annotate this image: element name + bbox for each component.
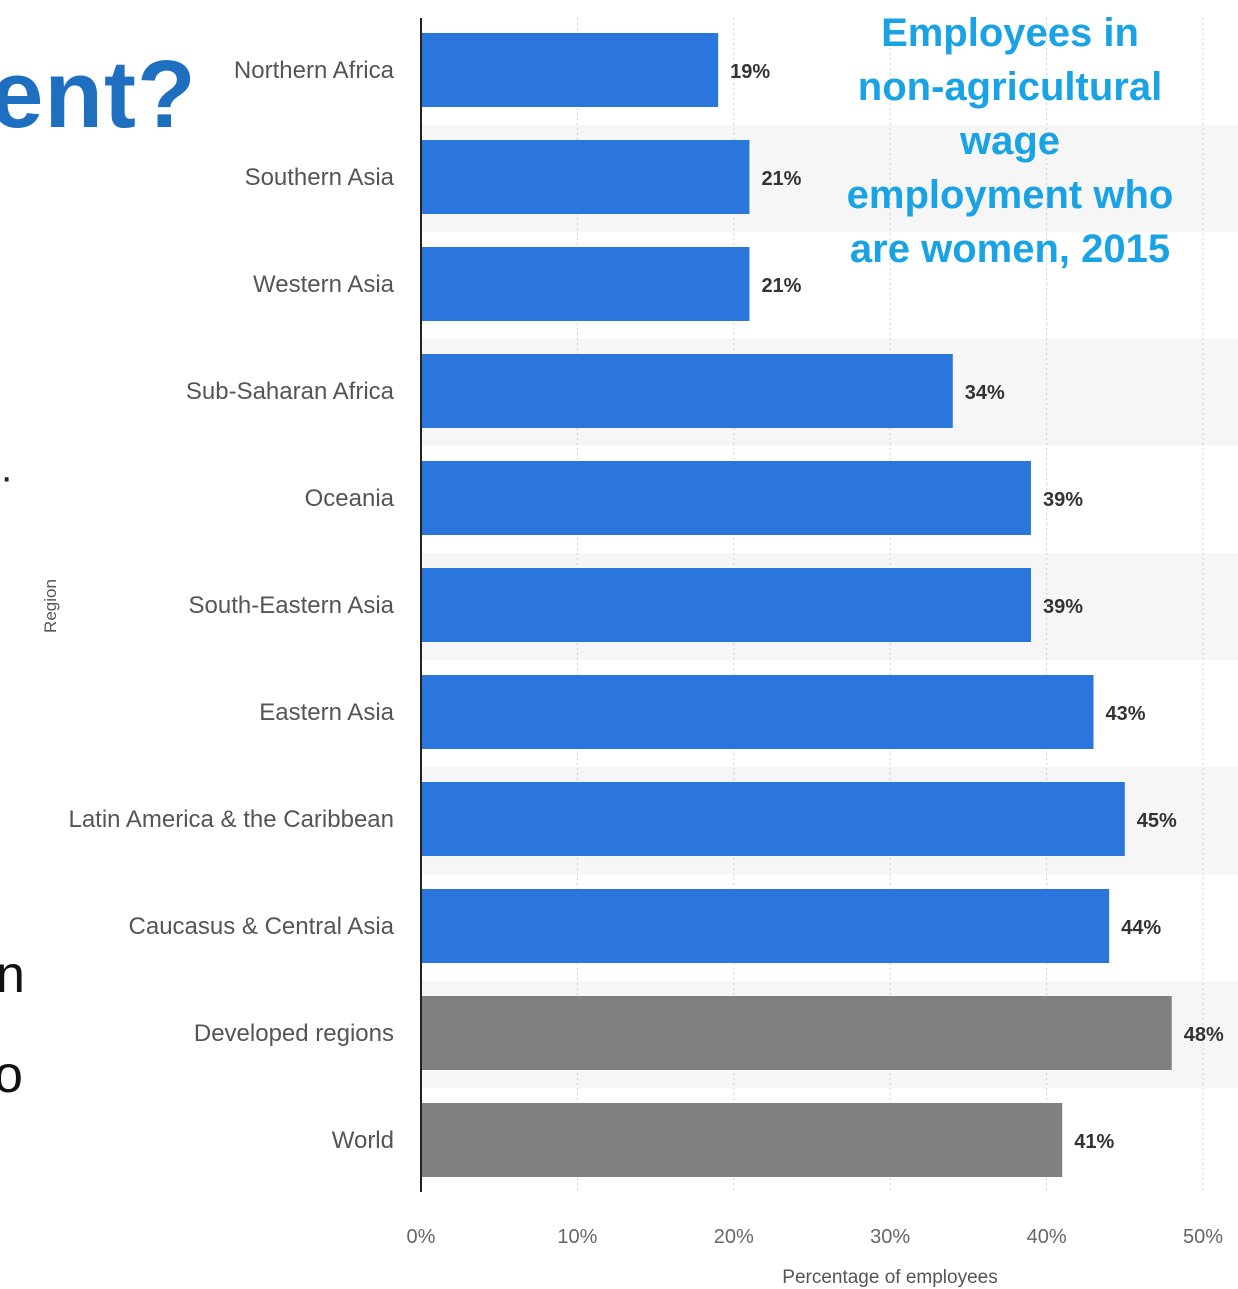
bar [421,461,1031,535]
bar [421,140,750,214]
data-label: 21% [761,168,801,190]
slide-title-fragment: ent? [0,41,197,148]
data-label: 43% [1106,703,1146,725]
category-labels: Northern Africa Southern Asia Western Asia… [68,57,394,1154]
slide-text-fragment-dot: · [0,455,14,499]
bars [421,33,1172,1177]
x-tick-label: 10% [557,1226,597,1248]
bar [421,996,1172,1070]
x-tick-label: 20% [714,1226,754,1248]
overlay-title: Employees in non-agricultural wage employme… [780,6,1238,276]
category-label: Oceania [305,485,395,512]
bar [421,675,1094,749]
bar [421,889,1110,963]
bar [421,1103,1063,1177]
bar [421,33,719,107]
overlay-title-line: non-agricultural [857,65,1163,109]
overlay-title-line: wage [959,119,1061,163]
category-label: South-Eastern Asia [189,592,395,619]
x-tick-label: 0% [407,1226,436,1248]
x-tick-label: 30% [870,1226,910,1248]
slide-text-fragment-n: n [0,946,25,1004]
data-label: 45% [1137,810,1177,832]
bar [421,782,1125,856]
data-labels: 19% 21% 21% 34% 39% 39% 43% 45% 44% 48% 41% [730,61,1224,1153]
category-label: Caucasus & Central Asia [129,913,395,940]
overlay-title-line: are women, 2015 [849,227,1171,271]
data-label: 39% [1043,489,1083,511]
data-label: 48% [1184,1024,1224,1046]
bar [421,568,1031,642]
x-axis-label: Percentage of employees [782,1267,997,1288]
overlay-title-line: employment who [846,173,1174,217]
x-tick-label: 40% [1027,1226,1067,1248]
category-label: Developed regions [194,1020,394,1047]
category-label: Latin America & the Caribbean [68,806,394,833]
data-label: 19% [730,61,770,83]
category-label: Sub-Saharan Africa [186,378,395,405]
category-label: Eastern Asia [259,699,394,726]
category-label: Southern Asia [245,164,395,191]
data-label: 44% [1121,917,1161,939]
category-label: Western Asia [253,271,395,298]
x-tick-labels: 0% 10% 20% 30% 40% 50% [407,1226,1224,1248]
data-label: 39% [1043,596,1083,618]
bar [421,354,953,428]
overlay-title-line: Employees in [881,11,1139,55]
category-label: Northern Africa [234,57,395,84]
x-tick-label: 50% [1183,1226,1223,1248]
y-axis-label: Region [41,579,60,633]
category-label: World [332,1127,394,1154]
bar [421,247,750,321]
slide-text-fragment-o: o [0,1046,23,1104]
data-label: 34% [965,382,1005,404]
data-label: 21% [761,275,801,297]
data-label: 41% [1074,1131,1114,1153]
